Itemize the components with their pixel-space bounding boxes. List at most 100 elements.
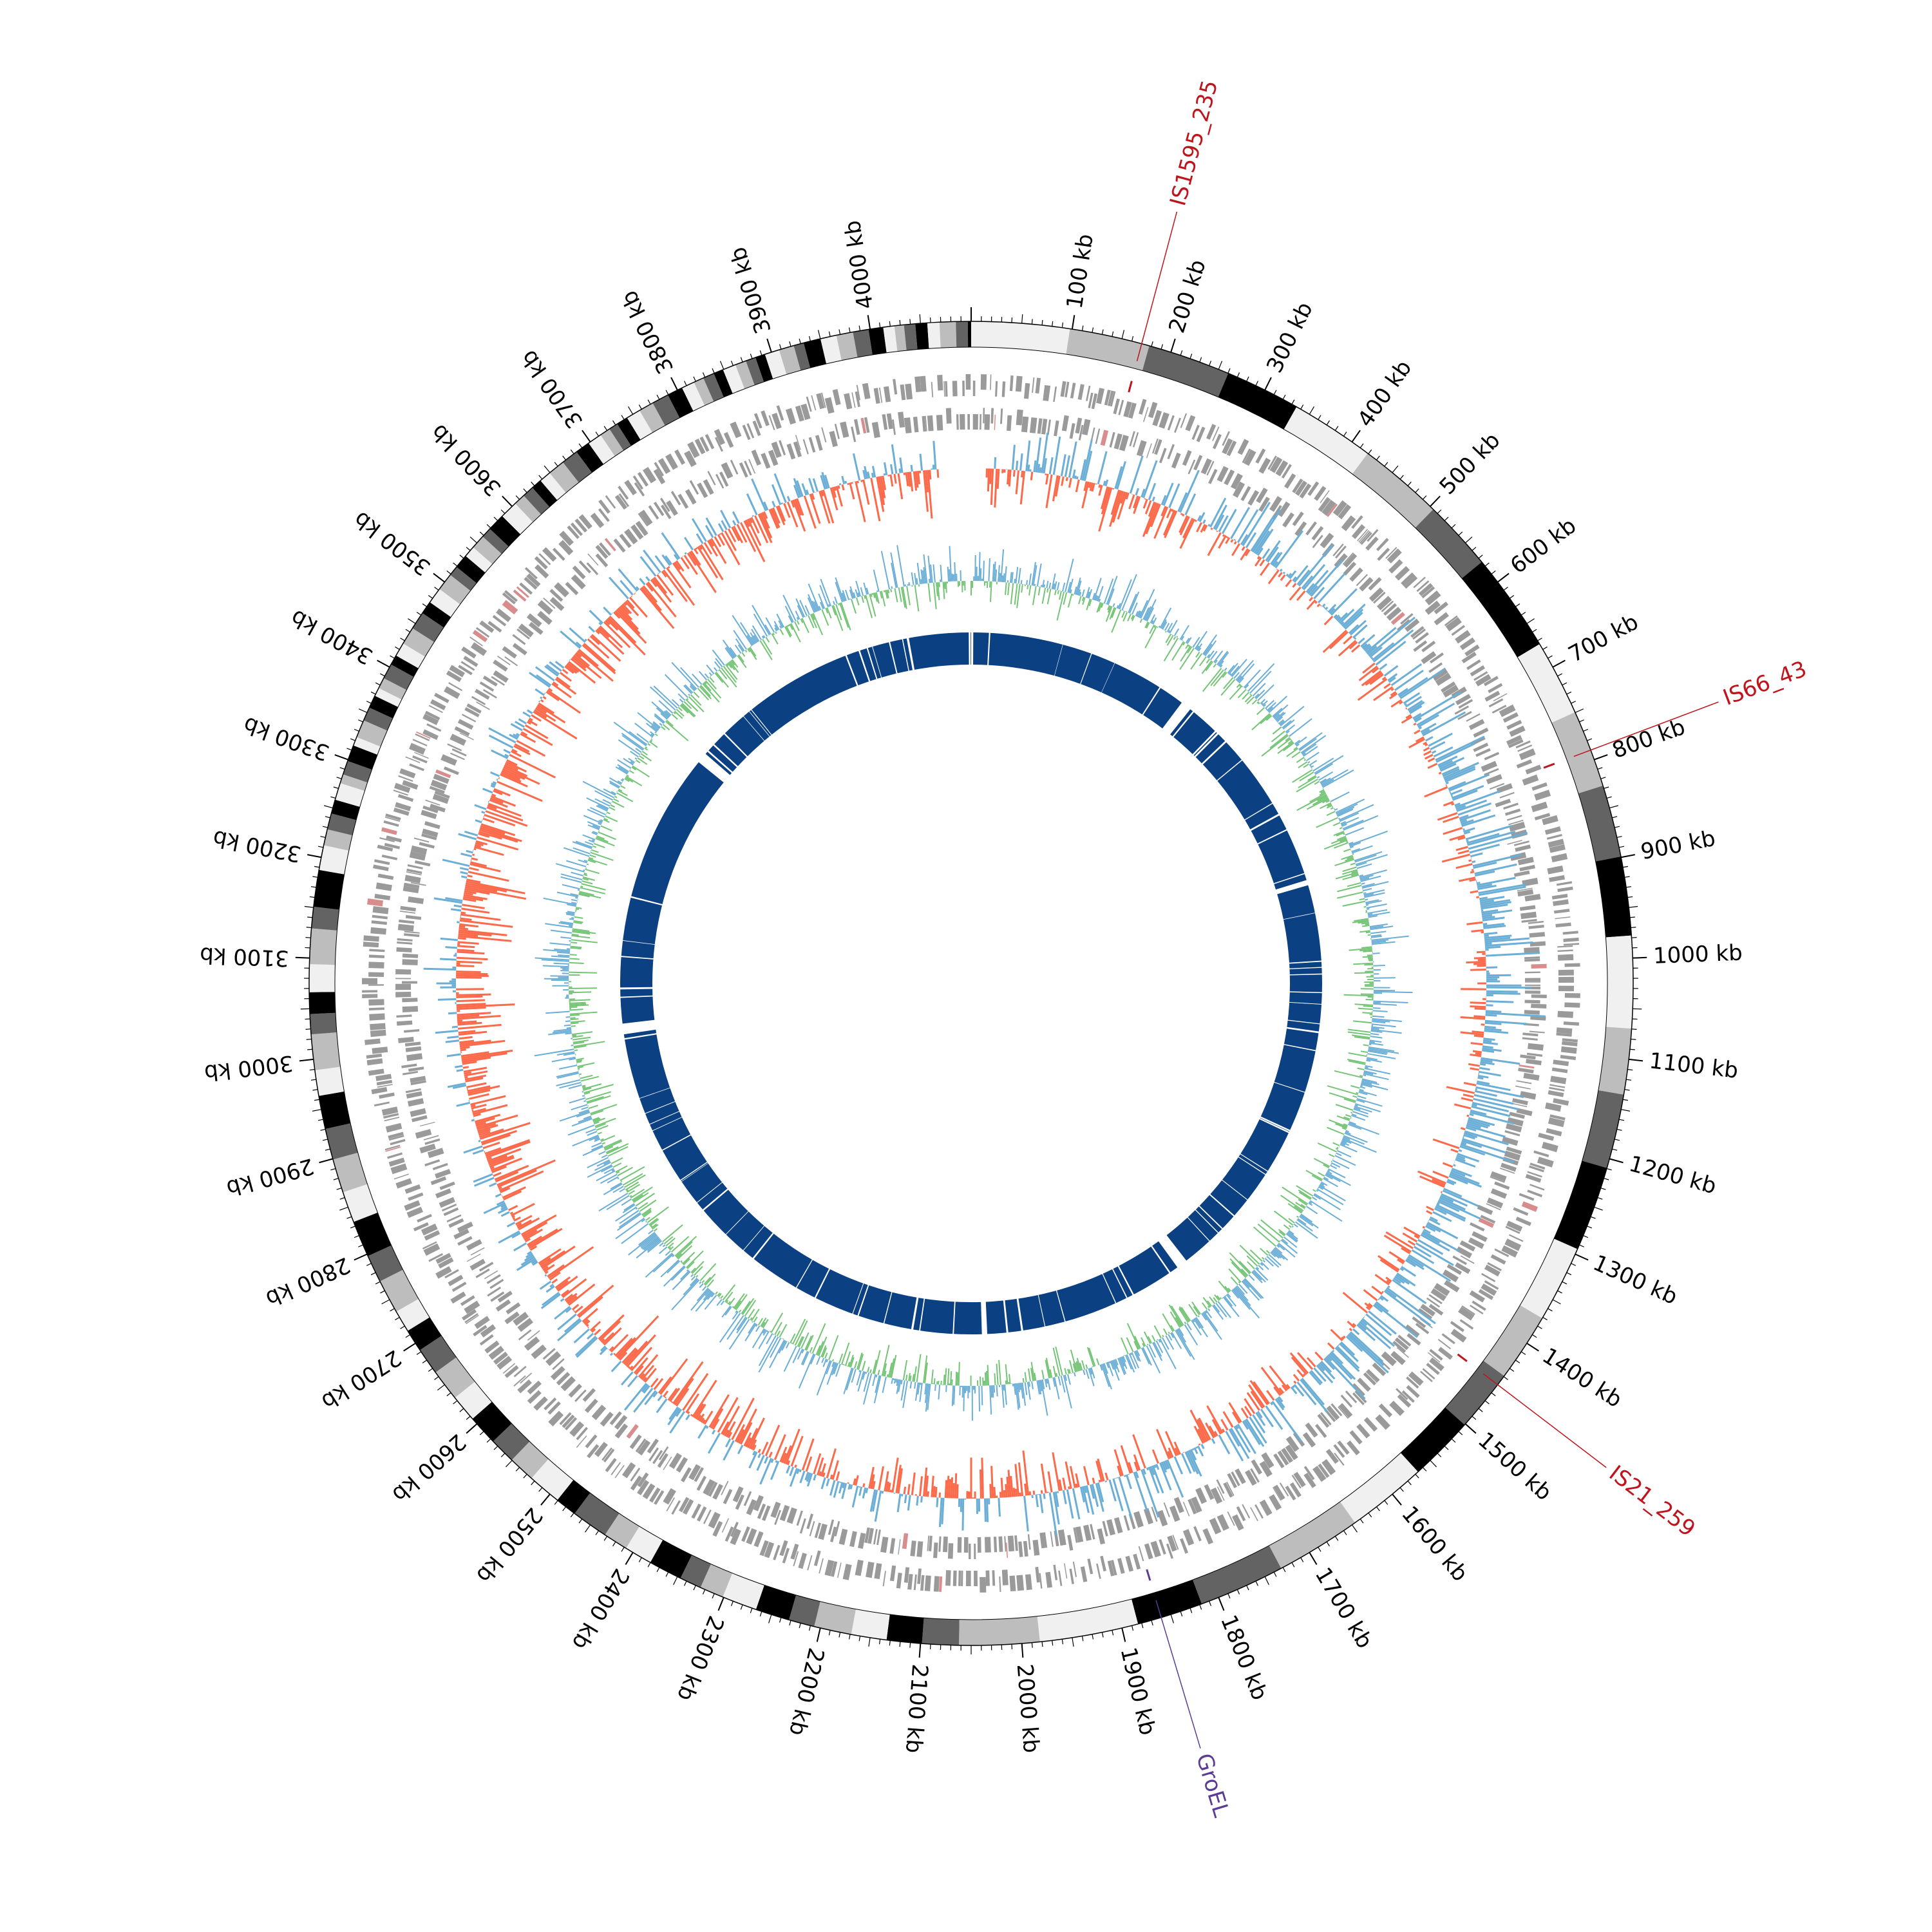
gc-content-bar (1098, 598, 1101, 602)
gc-content-bar (569, 999, 591, 1001)
gc-content-bar (636, 759, 641, 764)
tick-mark (1552, 659, 1566, 668)
gc-skew-bar (1021, 470, 1024, 478)
tick-mark (1264, 1576, 1269, 1586)
gc-skew-bar (1480, 1059, 1493, 1063)
gc-skew-bar (1255, 528, 1274, 555)
gc-skew-bar (486, 1141, 531, 1159)
gc-content-bar (1022, 1378, 1025, 1383)
gc-content-bar (996, 1363, 999, 1385)
gc-skew-bar (750, 1439, 757, 1450)
gene-block (435, 1188, 451, 1198)
gc-content-bar (578, 1117, 592, 1123)
gene-block (1461, 652, 1477, 664)
gc-skew-bar (705, 1425, 709, 1429)
gc-content-bar (563, 1052, 575, 1056)
gc-skew-bar (548, 1246, 594, 1279)
gc-content-bar (1340, 1142, 1346, 1146)
ideogram-band (335, 783, 365, 807)
gene-block (1305, 521, 1317, 536)
gc-skew-bar (1146, 1467, 1150, 1471)
gc-content-bar (592, 831, 598, 835)
gc-skew-bar (1486, 966, 1498, 969)
gc-content-bar (1075, 577, 1081, 595)
gc-skew-bar (559, 672, 572, 682)
ideogram-band (700, 1564, 733, 1597)
gc-content-bar (1273, 704, 1289, 719)
gc-content-bar (638, 1231, 656, 1246)
gc-skew-bar (1048, 457, 1054, 475)
gene-block (385, 1146, 401, 1152)
gc-content-bar (1316, 776, 1320, 779)
gc-skew-bar (520, 1214, 557, 1236)
gc-skew-bar (869, 1489, 876, 1512)
gc-skew-bar (1369, 673, 1384, 685)
gc-skew-bar (674, 561, 681, 571)
tick-mark (350, 1226, 355, 1229)
gc-skew-bar (489, 771, 500, 777)
gene-block (1524, 999, 1540, 1004)
gc-content-bar (1166, 623, 1173, 632)
gene-block (404, 1029, 420, 1033)
gc-skew-bar (535, 666, 555, 682)
gc-skew-bar (469, 863, 501, 873)
gc-content-bar (591, 1142, 602, 1148)
gc-content-bar (617, 764, 629, 773)
gc-content-bar (1197, 1315, 1200, 1318)
tick-mark (1606, 1168, 1612, 1171)
gc-skew-bar (1314, 1351, 1323, 1361)
gc-skew-bar (1461, 988, 1486, 990)
gene-block (1365, 536, 1379, 551)
gc-skew-bar (1425, 753, 1434, 760)
gc-content-bar (1089, 1367, 1093, 1375)
gc-content-bar (1036, 1380, 1040, 1395)
gc-content-bar (568, 987, 597, 989)
gc-content-bar (1005, 1364, 1009, 1385)
gc-skew-bar (1379, 663, 1388, 670)
tick-mark (1575, 1253, 1589, 1261)
gc-skew-bar (611, 1360, 622, 1372)
gene-block (1490, 1176, 1505, 1183)
gene-block (821, 427, 827, 443)
gc-skew-bar (1323, 615, 1334, 625)
tick-mark (1092, 1634, 1094, 1640)
gene-block (1425, 590, 1441, 605)
gc-content-bar (603, 1139, 622, 1149)
gc-skew-bar (1468, 1119, 1490, 1127)
gc-content-bar (1351, 1114, 1366, 1121)
gc-content-bar (893, 1378, 895, 1381)
tick-mark (1189, 1607, 1193, 1613)
gene-block (1527, 1189, 1543, 1198)
gc-content-bar (1262, 1260, 1265, 1263)
gene-block (482, 675, 498, 687)
gc-content-bar (645, 1217, 650, 1221)
gene-block (1562, 931, 1578, 935)
gene-block (513, 589, 527, 602)
gc-skew-bar (743, 1432, 752, 1446)
ideogram-band (435, 1357, 475, 1398)
gc-skew-bar (1072, 469, 1076, 479)
gc-content-bar (992, 564, 995, 582)
gc-content-bar (611, 791, 616, 795)
gc-skew-bar (647, 582, 677, 618)
gene-block (772, 413, 782, 430)
gc-content-bar (1139, 618, 1143, 623)
gc-content-bar (1108, 1361, 1111, 1364)
gc-skew-bar (1296, 1369, 1305, 1378)
gc-content-bar (616, 1171, 620, 1174)
gc-content-bar (593, 1117, 605, 1124)
gc-content-bar (720, 1295, 724, 1299)
gc-skew-bar (1120, 491, 1126, 504)
gc-skew-bar (739, 522, 757, 553)
gc-content-bar (747, 1309, 755, 1319)
gc-skew-bar (820, 1477, 826, 1490)
gc-content-bar (1112, 1359, 1117, 1369)
gc-content-bar (1349, 830, 1388, 846)
gc-content-bar (1287, 1231, 1298, 1240)
gc-skew-bar (617, 1315, 659, 1359)
gene-block (1209, 1517, 1222, 1535)
ideogram-band (574, 1493, 620, 1535)
gc-content-bar (1343, 815, 1379, 831)
gc-skew-bar (1393, 1277, 1401, 1284)
gc-content-bar (677, 706, 683, 712)
